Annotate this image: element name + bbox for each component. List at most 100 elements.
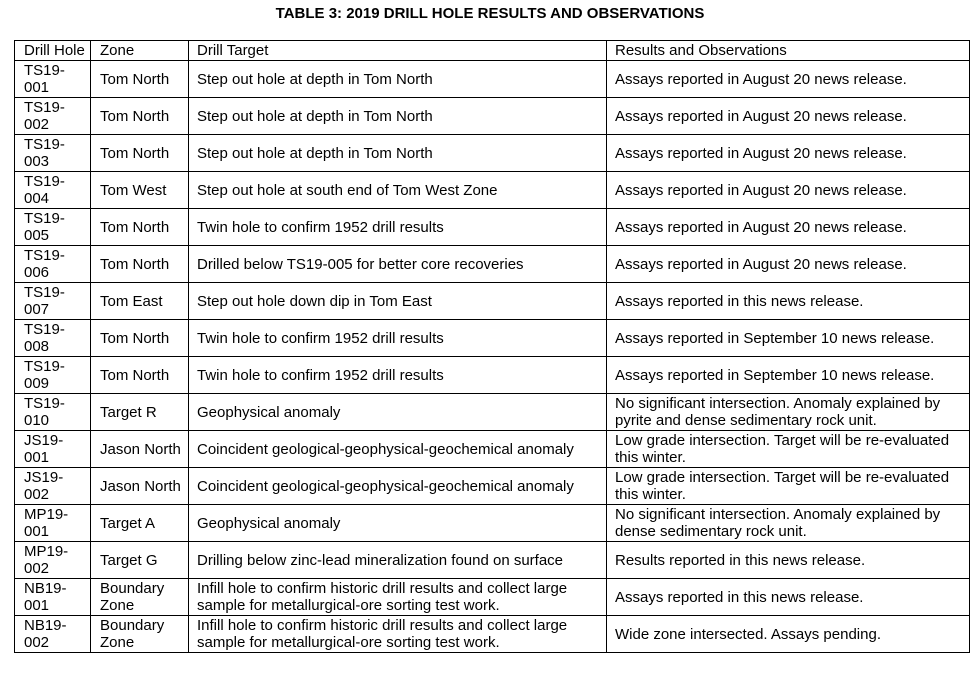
table-cell: Tom North [90,319,189,357]
table-cell: Assays reported in this news release. [606,282,970,320]
table-cell: Step out hole at depth in Tom North [188,60,607,98]
table-cell: Infill hole to confirm historic drill re… [188,615,607,653]
table-cell: TS19-003 [14,134,91,172]
table-cell: Assays reported in August 20 news releas… [606,208,970,246]
table-cell: Twin hole to confirm 1952 drill results [188,356,607,394]
table-cell: No significant intersection. Anomaly exp… [606,504,970,542]
table-cell: Twin hole to confirm 1952 drill results [188,208,607,246]
drill-hole-id: TS19-009 [24,358,65,392]
table-cell: Drilling below zinc-lead mineralization … [188,541,607,579]
table-cell: Jason North [90,430,189,468]
table-cell: TS19-002 [14,97,91,135]
table-cell: NB19-001 [14,578,91,616]
table-cell: TS19-004 [14,171,91,209]
table-row: NB19-002 Boundary Zone Infill hole to conf… [14,615,970,653]
table-cell: Tom North [90,97,189,135]
table-cell: Step out hole down dip in Tom East [188,282,607,320]
table-cell: Assays reported in August 20 news releas… [606,97,970,135]
header-cell: Drill Target [188,40,607,61]
table-row: NB19-001 Boundary Zone Infill hole to conf… [14,578,970,616]
table-cell: Jason North [90,467,189,505]
table-cell: Results reported in this news release. [606,541,970,579]
table-cell: NB19-002 [14,615,91,653]
drill-hole-id: NB19-002 [24,617,67,651]
table-cell: Geophysical anomaly [188,393,607,431]
drill-hole-id: MP19-001 [24,506,69,540]
table-row: TS19-003 Tom North Step out hole at depth … [14,134,970,172]
drill-hole-id: NB19-001 [24,580,67,614]
table-cell: Assays reported in August 20 news releas… [606,60,970,98]
table-cell: Assays reported in September 10 news rel… [606,319,970,357]
table-row: TS19-006 Tom North Drilled below TS19-005 … [14,245,970,283]
table-cell: Tom West [90,171,189,209]
table-cell: Boundary Zone [90,578,189,616]
drill-hole-id: TS19-006 [24,247,65,281]
table-cell: Tom North [90,60,189,98]
table-cell: Assays reported in August 20 news releas… [606,134,970,172]
table-row: TS19-009 Tom North Twin hole to confirm 19… [14,356,970,394]
table-row: TS19-002 Tom North Step out hole at depth … [14,97,970,135]
table-row: TS19-004 Tom West Step out hole at south e… [14,171,970,209]
table-cell: TS19-007 [14,282,91,320]
table-cell: Tom North [90,356,189,394]
table-cell: JS19-002 [14,467,91,505]
table-cell: Assays reported in this news release. [606,578,970,616]
table-cell: Geophysical anomaly [188,504,607,542]
table-title: TABLE 3: 2019 DRILL HOLE RESULTS AND OBS… [275,5,705,22]
drill-hole-id: TS19-001 [24,62,65,96]
table-cell: Coincident geological-geophysical-geoche… [188,430,607,468]
table-cell: Step out hole at depth in Tom North [188,97,607,135]
table-row: TS19-007 Tom East Step out hole down dip i… [14,282,970,320]
drill-hole-id: TS19-003 [24,136,65,170]
table-row: MP19-002 Target G Drilling below zinc-lead… [14,541,970,579]
table-cell: Tom East [90,282,189,320]
table-cell: Low grade intersection. Target will be r… [606,467,970,505]
table-cell: Coincident geological-geophysical-geoche… [188,467,607,505]
table-cell: TS19-008 [14,319,91,357]
drill-hole-id: TS19-008 [24,321,65,355]
table-cell: Tom North [90,245,189,283]
table-cell: Target R [90,393,189,431]
table-cell: Tom North [90,134,189,172]
table-cell: MP19-001 [14,504,91,542]
table-cell: Assays reported in September 10 news rel… [606,356,970,394]
drill-hole-id: JS19-002 [24,469,64,503]
table-cell: Infill hole to confirm historic drill re… [188,578,607,616]
table-cell: Target G [90,541,189,579]
table-cell: MP19-002 [14,541,91,579]
table-body: TS19-001 Tom North Step out hole at depth … [14,60,970,653]
header-cell: Drill Hole [14,40,91,61]
table-cell: Assays reported in August 20 news releas… [606,171,970,209]
table-cell: TS19-006 [14,245,91,283]
table-cell: Boundary Zone [90,615,189,653]
table-cell: No significant intersection. Anomaly exp… [606,393,970,431]
table-cell: Tom North [90,208,189,246]
table-row: JS19-002 Jason North Coincident geological… [14,467,970,505]
header-row: Drill Hole Zone Drill Target Results and Ob… [14,40,970,61]
table-row: TS19-005 Tom North Twin hole to confirm 19… [14,208,970,246]
table-cell: TS19-005 [14,208,91,246]
table-cell: Assays reported in August 20 news releas… [606,245,970,283]
drill-hole-id: TS19-004 [24,173,65,207]
table-cell: TS19-009 [14,356,91,394]
table-cell: JS19-001 [14,430,91,468]
table-row: MP19-001 Target A Geophysical anomaly No si… [14,504,970,542]
table-cell: TS19-010 [14,393,91,431]
drill-hole-id: TS19-002 [24,99,65,133]
table-cell: Step out hole at south end of Tom West Z… [188,171,607,209]
drill-hole-id: MP19-002 [24,543,69,577]
table-row: TS19-010 Target R Geophysical anomaly No si… [14,393,970,431]
results-table: Drill Hole Zone Drill Target Results and Ob… [14,40,970,653]
header-cell: Results and Observations [606,40,970,61]
table-cell: Low grade intersection. Target will be r… [606,430,970,468]
table-row: TS19-008 Tom North Twin hole to confirm 19… [14,319,970,357]
table-cell: Step out hole at depth in Tom North [188,134,607,172]
drill-hole-id: TS19-005 [24,210,65,244]
drill-hole-id: TS19-007 [24,284,65,318]
table-cell: Twin hole to confirm 1952 drill results [188,319,607,357]
table-cell: Drilled below TS19-005 for better core r… [188,245,607,283]
table-cell: Target A [90,504,189,542]
table-cell: Wide zone intersected. Assays pending. [606,615,970,653]
header-cell: Zone [90,40,189,61]
